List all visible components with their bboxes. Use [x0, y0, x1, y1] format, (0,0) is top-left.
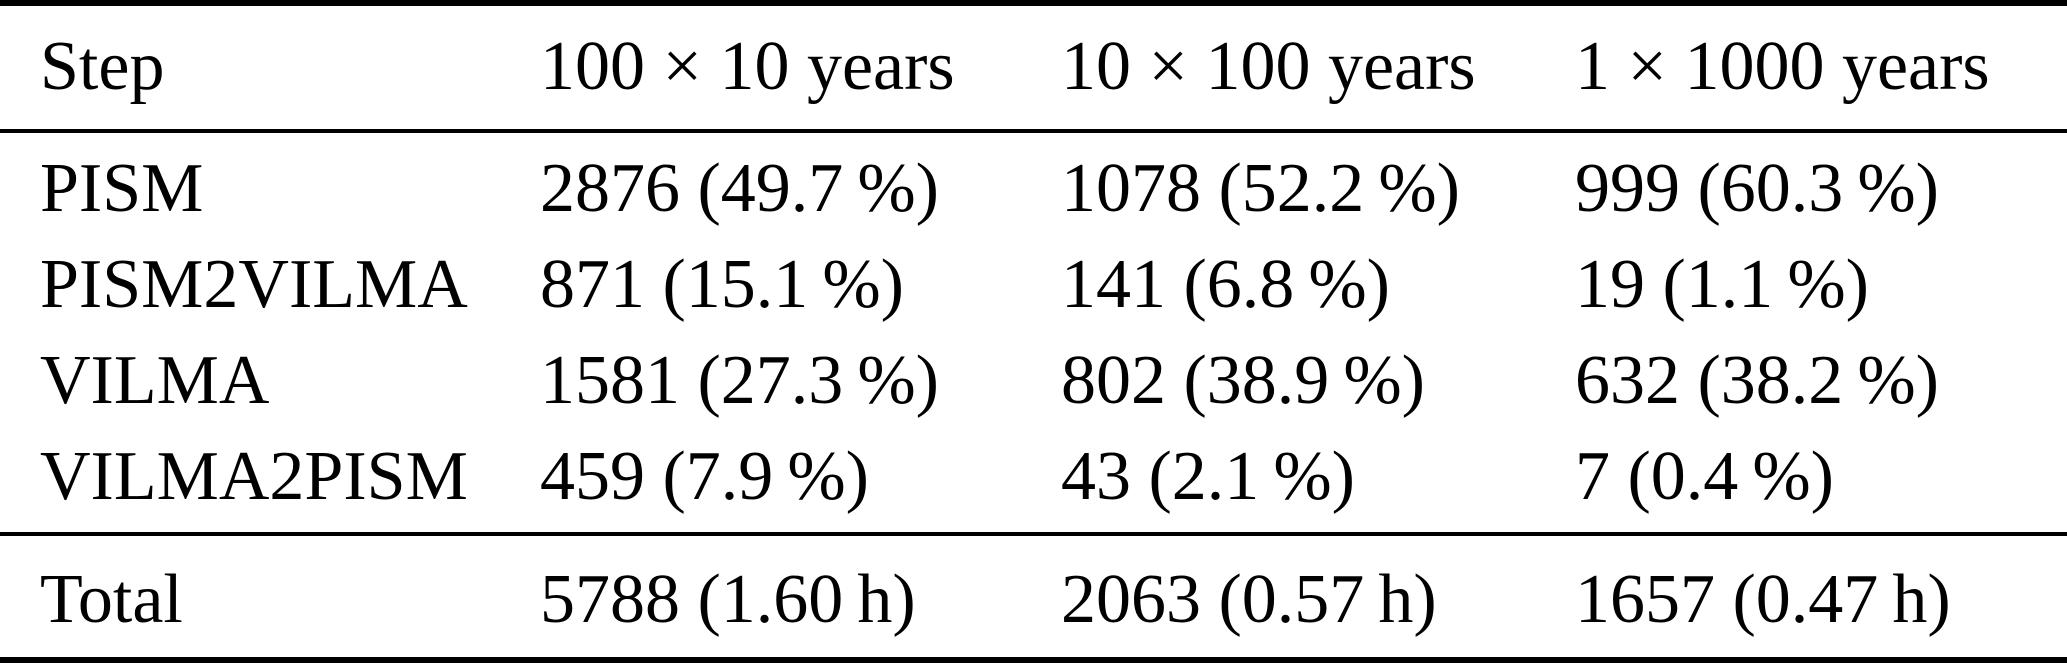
table-row-pism2vilma: PISM2VILMA 871 (15.1 %) 141 (6.8 %) 19 (… — [0, 237, 2067, 333]
total-label: Total — [0, 532, 540, 657]
table-cell: 632 (38.2 %) — [1575, 342, 1939, 419]
table-cell: 871 (15.1 %) — [540, 246, 904, 323]
table-cell: 19 (1.1 %) — [1575, 246, 1869, 323]
step-timing-table: Step 100 × 10 years 10 × 100 years 1 × 1… — [0, 6, 2067, 657]
column-header-1x1000: 1 × 1000 years — [1575, 6, 2067, 133]
column-header-100x10: 100 × 10 years — [540, 6, 1061, 133]
table-row-vilma: VILMA 1581 (27.3 %) 802 (38.9 %) 632 (38… — [0, 333, 2067, 429]
table-cell: 43 (2.1 %) — [1061, 438, 1355, 515]
table-cell: 999 (60.3 %) — [1575, 150, 1939, 227]
table-cell: 459 (7.9 %) — [540, 438, 869, 515]
row-label: PISM — [40, 150, 204, 227]
table-cell: 802 (38.9 %) — [1061, 342, 1425, 419]
table-cell: 141 (6.8 %) — [1061, 246, 1390, 323]
row-label: VILMA2PISM — [40, 438, 468, 515]
table-row-vilma2pism: VILMA2PISM 459 (7.9 %) 43 (2.1 %) 7 (0.4… — [0, 429, 2067, 534]
table-cell: 7 (0.4 %) — [1575, 438, 1834, 515]
total-cell: 2063 (0.57 h) — [1061, 532, 1575, 657]
header-row: Step 100 × 10 years 10 × 100 years 1 × 1… — [0, 6, 2067, 133]
total-cell: 5788 (1.60 h) — [540, 532, 1061, 657]
table-cell: 1078 (52.2 %) — [1061, 150, 1460, 227]
row-label: PISM2VILMA — [40, 246, 468, 323]
column-header-10x100: 10 × 100 years — [1061, 6, 1575, 133]
total-cell: 1657 (0.47 h) — [1575, 532, 2067, 657]
table-cell: 2876 (49.7 %) — [540, 150, 939, 227]
table-row-pism: PISM 2876 (49.7 %) 1078 (52.2 %) 999 (60… — [0, 131, 2067, 237]
column-header-step: Step — [0, 6, 540, 133]
row-label: VILMA — [40, 342, 270, 419]
table-row-total: Total 5788 (1.60 h) 2063 (0.57 h) 1657 (… — [0, 532, 2067, 657]
table-cell: 1581 (27.3 %) — [540, 342, 939, 419]
